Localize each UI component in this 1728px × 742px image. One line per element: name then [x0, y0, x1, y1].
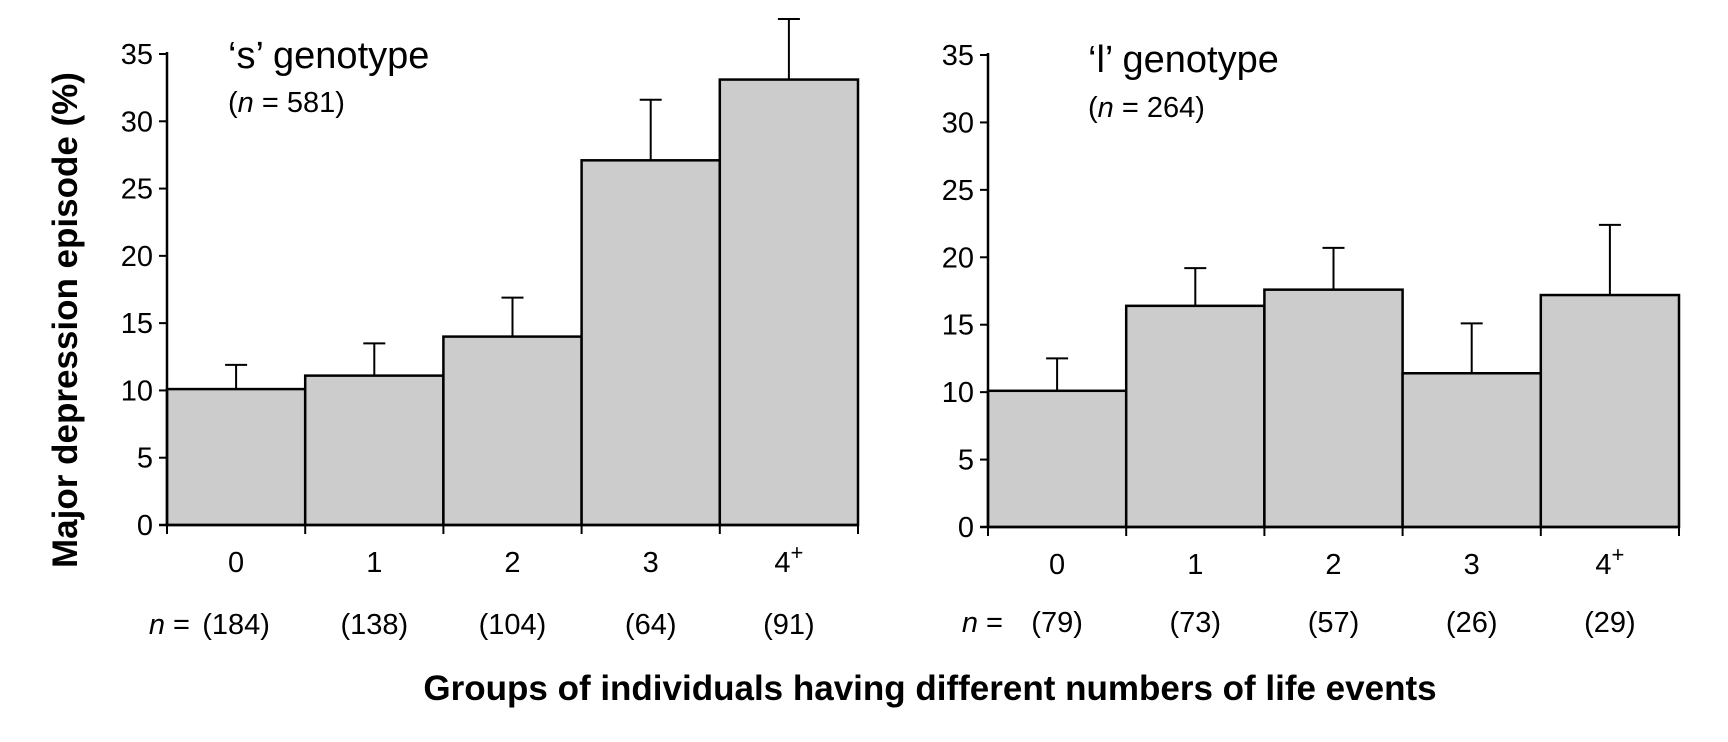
bar [442, 335, 583, 527]
n-count-label: (91) [763, 609, 815, 641]
x-tick-label: 3 [643, 547, 659, 579]
n-count-label: (29) [1584, 607, 1636, 639]
x-tick-label-number: 4 [774, 547, 790, 579]
x-tick-label: 2 [504, 547, 520, 579]
y-tick-label: 30 [942, 107, 974, 139]
subtitle-rest: = 581) [254, 87, 345, 119]
y-tick-label: 20 [942, 242, 974, 274]
x-tick-label-plus: + [791, 540, 804, 565]
y-tick-label: 10 [121, 375, 153, 407]
n-count-label: (138) [340, 609, 408, 641]
n-count-label: (26) [1446, 607, 1498, 639]
x-tick-label-plus: + [1612, 542, 1625, 567]
subtitle-open: ( [228, 87, 238, 119]
n-prefix-equals: = [978, 607, 1003, 639]
x-tick-label: 4+ [774, 540, 803, 579]
n-prefix: n = [149, 609, 190, 641]
x-axis-title: Groups of individuals having different n… [423, 669, 1436, 708]
bar [1539, 293, 1681, 529]
bar [718, 78, 860, 527]
x-tick-label-number: 4 [1595, 549, 1611, 581]
y-tick-label: 25 [121, 174, 153, 206]
n-prefix-equals: = [165, 609, 190, 641]
n-count-label: (73) [1170, 607, 1222, 639]
panel-subtitle: (n = 264) [1088, 92, 1205, 124]
x-tick-label: 0 [228, 547, 244, 579]
y-axis-title: Major depression episode (%) [46, 72, 85, 568]
bar [303, 374, 445, 527]
bar [165, 387, 307, 527]
subtitle-n: n [238, 87, 254, 119]
n-prefix: n = [962, 607, 1003, 639]
subtitle-n: n [1098, 92, 1114, 124]
subtitle-rest: = 264) [1114, 92, 1205, 124]
x-tick-label: 4+ [1595, 542, 1624, 581]
y-tick-label: 0 [958, 512, 974, 544]
n-count-label: (64) [625, 609, 677, 641]
bar [1401, 372, 1543, 529]
panel-title: ‘s’ genotype [228, 35, 429, 77]
bar [580, 159, 722, 527]
x-tick-label: 3 [1464, 549, 1480, 581]
y-tick-label: 15 [942, 310, 974, 342]
x-tick-label: 1 [366, 547, 382, 579]
x-tick-label: 1 [1187, 549, 1203, 581]
y-tick-label: 20 [121, 241, 153, 273]
y-tick-label: 10 [942, 377, 974, 409]
y-tick-label: 30 [121, 106, 153, 138]
y-tick-label: 5 [958, 445, 974, 477]
x-tick-label: 2 [1325, 549, 1341, 581]
n-count-label: (79) [1031, 607, 1083, 639]
x-tick-label: 0 [1049, 549, 1065, 581]
panel-subtitle: (n = 581) [228, 87, 345, 119]
y-tick-label: 35 [942, 40, 974, 72]
bar [986, 389, 1128, 529]
n-prefix-letter: n [962, 607, 978, 639]
panel-title: ‘l’ genotype [1088, 39, 1279, 81]
y-tick-label: 0 [137, 510, 153, 542]
y-tick-label: 35 [121, 39, 153, 71]
n-count-label: (184) [202, 609, 270, 641]
y-tick-label: 25 [942, 175, 974, 207]
n-count-label: (104) [479, 609, 547, 641]
y-tick-label: 5 [137, 443, 153, 475]
subtitle-open: ( [1088, 92, 1098, 124]
bar [1124, 304, 1266, 529]
n-prefix-letter: n [149, 609, 165, 641]
y-tick-label: 15 [121, 308, 153, 340]
bar [1263, 288, 1404, 529]
n-count-label: (57) [1308, 607, 1360, 639]
